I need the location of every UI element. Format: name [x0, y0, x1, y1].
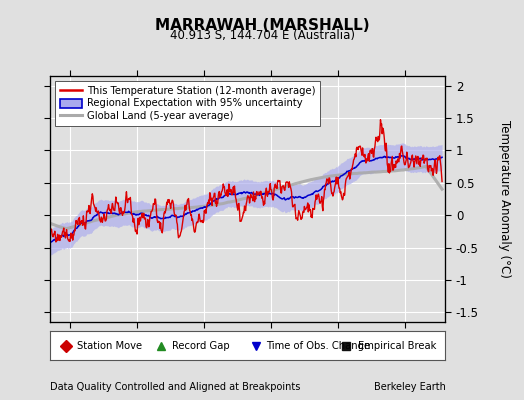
- Text: 40.913 S, 144.704 E (Australia): 40.913 S, 144.704 E (Australia): [169, 29, 355, 42]
- Text: Station Move: Station Move: [77, 341, 142, 350]
- Text: Record Gap: Record Gap: [172, 341, 230, 350]
- Text: Time of Obs. Change: Time of Obs. Change: [267, 341, 370, 350]
- Text: Empirical Break: Empirical Break: [357, 341, 436, 350]
- Legend: This Temperature Station (12-month average), Regional Expectation with 95% uncer: This Temperature Station (12-month avera…: [55, 81, 320, 126]
- Text: MARRAWAH (MARSHALL): MARRAWAH (MARSHALL): [155, 18, 369, 33]
- Text: Berkeley Earth: Berkeley Earth: [374, 382, 445, 392]
- Y-axis label: Temperature Anomaly (°C): Temperature Anomaly (°C): [498, 120, 511, 278]
- Text: Data Quality Controlled and Aligned at Breakpoints: Data Quality Controlled and Aligned at B…: [50, 382, 300, 392]
